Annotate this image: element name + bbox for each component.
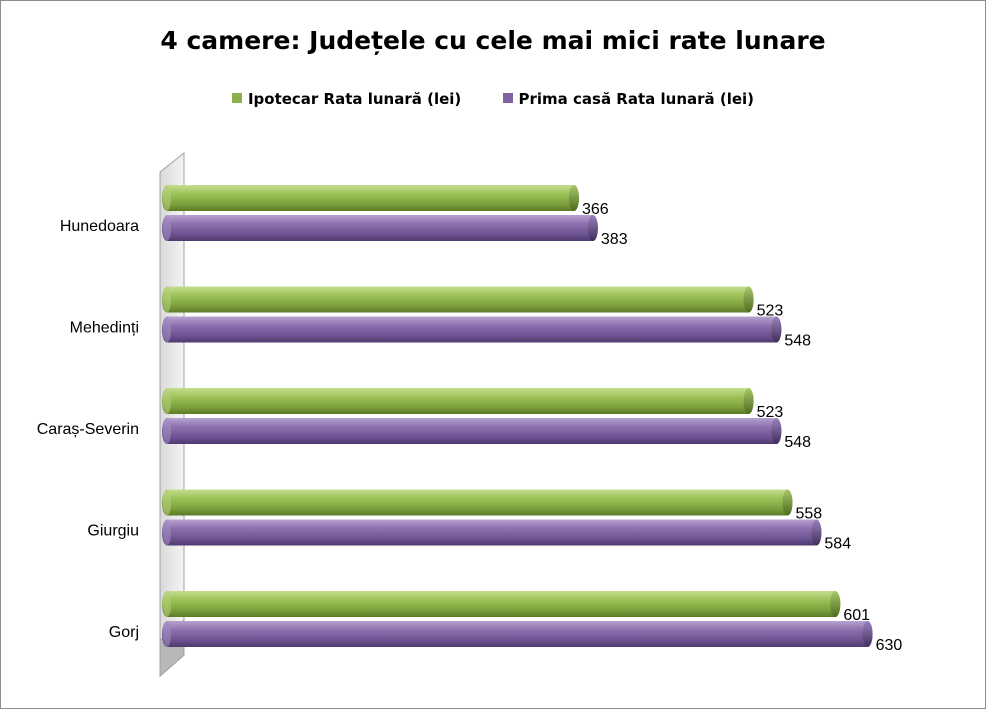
category-label: Caraș-Severin [37, 421, 139, 438]
category-label: Giurgiu [87, 523, 139, 540]
bar-start-cap [163, 489, 171, 516]
bar-start-cap [163, 418, 171, 444]
bar-start-cap [163, 519, 171, 546]
bar [162, 286, 754, 313]
legend-label-prima-casa: Prima casă Rata lunară (lei) [518, 90, 755, 108]
bar-body [162, 621, 873, 647]
bar-end-cap [587, 215, 598, 241]
bar-body [162, 388, 754, 414]
legend-swatch-prima-casa [502, 93, 513, 103]
bar-end-cap [771, 316, 782, 343]
category-label: Gorj [109, 624, 139, 641]
chart-title: 4 camere: Județele cu cele mai mici rate… [160, 26, 826, 55]
bars-group [162, 185, 873, 647]
bar-start-cap [163, 215, 171, 241]
bar-body [162, 215, 598, 241]
bar-body [162, 316, 782, 343]
data-label: 366 [582, 201, 609, 218]
legend-swatch-ipotecar [231, 93, 242, 103]
bar-start-cap [163, 286, 171, 313]
legend: Ipotecar Rata lunară (lei) Prima casă Ra… [0, 90, 986, 108]
data-label: 548 [784, 333, 811, 350]
bar-end-cap [811, 519, 822, 546]
bar [162, 418, 782, 444]
bar-end-cap [771, 418, 782, 444]
data-label: 523 [757, 404, 784, 421]
bar-body [162, 185, 579, 211]
legend-item-ipotecar: Ipotecar Rata lunară (lei) [231, 90, 462, 108]
bar-body [162, 519, 822, 546]
bar-start-cap [163, 316, 171, 343]
category-label: Hunedoara [60, 218, 139, 235]
bar-end-cap [743, 286, 754, 313]
data-label: 630 [876, 637, 903, 654]
bar-body [162, 489, 793, 516]
bar-start-cap [163, 185, 171, 211]
data-label: 558 [796, 506, 823, 523]
legend-label-ipotecar: Ipotecar Rata lunară (lei) [247, 90, 462, 108]
bar-start-cap [163, 621, 171, 647]
category-label: Mehedinți [70, 320, 139, 337]
bar-body [162, 418, 782, 444]
bar [162, 489, 793, 516]
bar [162, 519, 822, 546]
bar [162, 621, 873, 647]
data-label: 523 [757, 303, 784, 320]
data-label: 601 [843, 607, 870, 624]
bar-start-cap [163, 388, 171, 414]
data-label: 548 [784, 434, 811, 451]
labels-group: Hunedoara366383Mehedinți523548Caraș-Seve… [37, 201, 903, 654]
bar-start-cap [163, 591, 171, 617]
data-label: 383 [601, 231, 628, 248]
bar-end-cap [743, 388, 754, 414]
legend-item-prima-casa: Prima casă Rata lunară (lei) [502, 90, 755, 108]
bar-end-cap [830, 591, 841, 617]
bar-body [162, 286, 754, 313]
bar-end-cap [569, 185, 579, 211]
bar [162, 388, 754, 414]
data-label: 584 [824, 536, 851, 553]
bar-body [162, 591, 841, 617]
bar-end-cap [782, 489, 793, 516]
bar-end-cap [862, 621, 873, 647]
bar [162, 215, 598, 241]
bar [162, 185, 579, 211]
bar [162, 316, 782, 343]
bar [162, 591, 841, 617]
